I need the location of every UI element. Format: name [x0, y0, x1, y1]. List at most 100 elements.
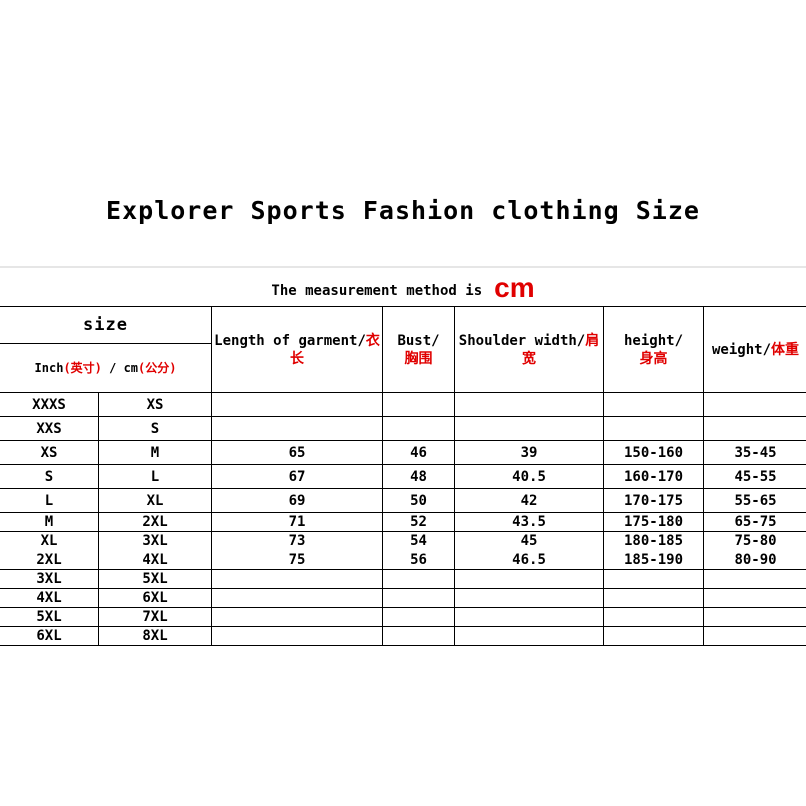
- cell-weight: 80-90: [703, 550, 806, 570]
- cell-height: 185-190: [603, 550, 705, 570]
- cell-bust: 48: [382, 464, 456, 489]
- cell-bust: [382, 626, 456, 646]
- cell-weight: [703, 416, 806, 441]
- cell-cm: 2XL: [97, 512, 213, 532]
- measurement-note: The measurement method is cm: [0, 272, 806, 304]
- cell-inch: L: [0, 488, 99, 513]
- cell-bust: 54: [382, 531, 456, 551]
- table-row: 2XL 4XL 75 56 46.5 185-190 80-90: [0, 550, 806, 570]
- cell-length: 65: [211, 440, 384, 465]
- table-row: 3XL 5XL: [0, 569, 806, 589]
- cell-cm: 8XL: [97, 626, 213, 646]
- cell-bust: 52: [382, 512, 456, 532]
- cell-height: [603, 588, 705, 608]
- cell-length: [211, 569, 384, 589]
- header-weight: weight/体重: [703, 306, 806, 393]
- cell-shoulder: [454, 392, 605, 417]
- cell-length: [211, 588, 384, 608]
- cell-inch: XXXS: [0, 392, 99, 417]
- cell-cm: 6XL: [97, 588, 213, 608]
- table-row: XXS S: [0, 416, 806, 441]
- cell-height: 175-180: [603, 512, 705, 532]
- cell-length: 71: [211, 512, 384, 532]
- cell-height: [603, 607, 705, 627]
- cell-inch: 6XL: [0, 626, 99, 646]
- cell-bust: [382, 569, 456, 589]
- table-row: XS M 65 46 39 150-160 35-45: [0, 440, 806, 465]
- table-row: M 2XL 71 52 43.5 175-180 65-75: [0, 512, 806, 532]
- cell-shoulder: 40.5: [454, 464, 605, 489]
- header-shoulder: Shoulder width/肩宽: [454, 306, 605, 393]
- cell-cm: M: [97, 440, 213, 465]
- cell-weight: 55-65: [703, 488, 806, 513]
- cell-cm: 5XL: [97, 569, 213, 589]
- cell-inch: XL: [0, 531, 99, 551]
- cell-inch: 2XL: [0, 550, 99, 570]
- cell-bust: [382, 588, 456, 608]
- cell-bust: [382, 416, 456, 441]
- cell-cm: XL: [97, 488, 213, 513]
- cell-weight: [703, 607, 806, 627]
- cell-height: 170-175: [603, 488, 705, 513]
- cell-bust: 56: [382, 550, 456, 570]
- cell-height: 180-185: [603, 531, 705, 551]
- header-height: height/身高: [603, 306, 705, 393]
- cell-weight: [703, 569, 806, 589]
- cell-height: [603, 392, 705, 417]
- header-length: Length of garment/衣长: [211, 306, 384, 393]
- cell-length: 75: [211, 550, 384, 570]
- cell-weight: [703, 626, 806, 646]
- divider: [0, 266, 806, 268]
- cell-cm: 7XL: [97, 607, 213, 627]
- size-chart-table: size Length of garment/衣长 Bust/胸围 Should…: [0, 306, 806, 646]
- cell-shoulder: 46.5: [454, 550, 605, 570]
- cell-inch: 3XL: [0, 569, 99, 589]
- cell-shoulder: 39: [454, 440, 605, 465]
- cell-shoulder: [454, 607, 605, 627]
- cell-bust: [382, 392, 456, 417]
- cell-shoulder: [454, 588, 605, 608]
- cell-length: [211, 392, 384, 417]
- cell-shoulder: [454, 416, 605, 441]
- cell-inch: S: [0, 464, 99, 489]
- cell-height: [603, 626, 705, 646]
- cell-shoulder: 42: [454, 488, 605, 513]
- cell-height: 150-160: [603, 440, 705, 465]
- cell-bust: 46: [382, 440, 456, 465]
- cell-shoulder: 45: [454, 531, 605, 551]
- table-row: 6XL 8XL: [0, 626, 806, 646]
- cell-length: [211, 626, 384, 646]
- cell-cm: L: [97, 464, 213, 489]
- cell-length: [211, 607, 384, 627]
- cell-cm: 3XL: [97, 531, 213, 551]
- table-row: 4XL 6XL: [0, 588, 806, 608]
- cell-length: 73: [211, 531, 384, 551]
- header-size: size: [0, 306, 213, 344]
- cell-shoulder: [454, 626, 605, 646]
- cell-length: 69: [211, 488, 384, 513]
- cell-bust: [382, 607, 456, 627]
- cell-weight: [703, 588, 806, 608]
- header-bust: Bust/胸围: [382, 306, 456, 393]
- table-row: L XL 69 50 42 170-175 55-65: [0, 488, 806, 513]
- table-row: S L 67 48 40.5 160-170 45-55: [0, 464, 806, 489]
- cell-inch: XS: [0, 440, 99, 465]
- cell-weight: 45-55: [703, 464, 806, 489]
- cell-weight: 65-75: [703, 512, 806, 532]
- table-row: XXXS XS: [0, 392, 806, 417]
- cell-weight: [703, 392, 806, 417]
- cell-inch: 4XL: [0, 588, 99, 608]
- cell-inch: M: [0, 512, 99, 532]
- cell-inch: XXS: [0, 416, 99, 441]
- measurement-unit: cm: [494, 272, 535, 303]
- cell-shoulder: [454, 569, 605, 589]
- cell-height: 160-170: [603, 464, 705, 489]
- cell-inch: 5XL: [0, 607, 99, 627]
- page-title: Explorer Sports Fashion clothing Size: [106, 196, 700, 225]
- cell-bust: 50: [382, 488, 456, 513]
- cell-length: [211, 416, 384, 441]
- cell-length: 67: [211, 464, 384, 489]
- cell-height: [603, 569, 705, 589]
- header-inch-cm: Inch(英寸) / cm(公分): [0, 343, 213, 393]
- cell-cm: XS: [97, 392, 213, 417]
